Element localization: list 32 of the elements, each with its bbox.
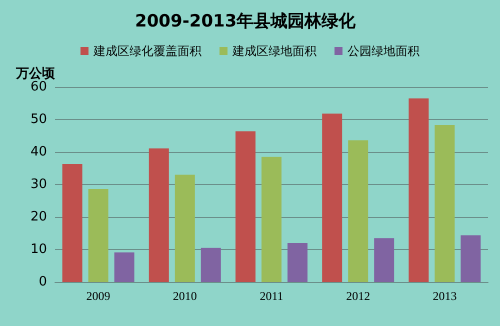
bar (460, 235, 481, 282)
y-axis-title: 万公顷 (15, 66, 56, 82)
bar (174, 174, 195, 282)
bar (408, 98, 429, 282)
bar (374, 238, 394, 282)
y-tick-label: 60 (30, 80, 47, 94)
y-tick-label: 10 (30, 242, 47, 257)
bar (148, 148, 169, 282)
bar (62, 164, 82, 282)
bar (348, 140, 368, 282)
y-tick-label: 40 (30, 144, 47, 160)
bar (114, 252, 134, 282)
bar (322, 114, 342, 282)
bar (434, 125, 455, 282)
y-tick-label: 20 (30, 210, 47, 224)
x-tick-label: 2009 (86, 289, 110, 303)
x-tick-label: 2013 (432, 289, 457, 303)
y-tick-label: 30 (30, 177, 47, 192)
y-tick-label: 50 (30, 112, 47, 127)
bar (200, 248, 221, 282)
y-tick-label: 0 (38, 274, 47, 290)
bar (236, 131, 256, 282)
x-tick-label: 2010 (172, 289, 197, 303)
legend-label: 公园绿地面积 (348, 44, 420, 58)
x-tick-label: 2012 (346, 289, 370, 303)
bar (88, 189, 108, 282)
bar (288, 243, 308, 282)
chart-title: 2009-2013年县城园林绿化 (135, 12, 357, 32)
x-tick-label: 2011 (260, 289, 284, 303)
legend-label: 建成区绿地面积 (232, 44, 316, 58)
legend-label: 建成区绿化覆盖面积 (92, 44, 202, 58)
bar (262, 156, 282, 282)
